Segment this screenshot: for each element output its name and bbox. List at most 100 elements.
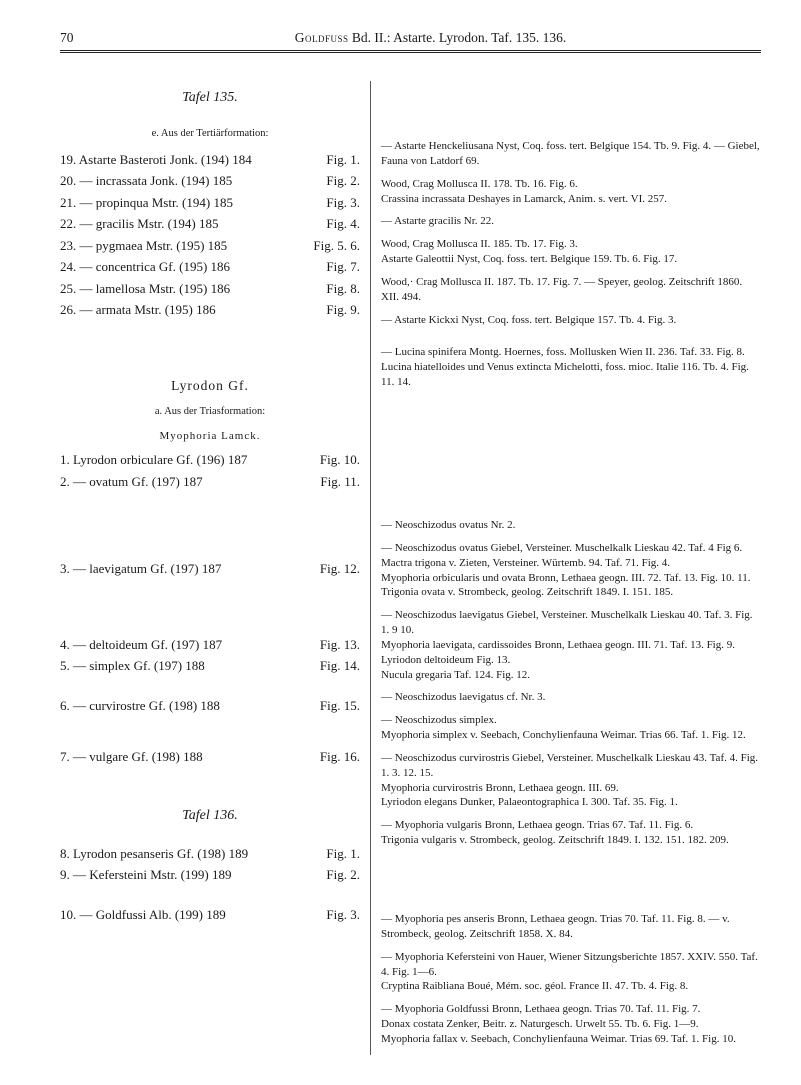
entry-text: — gracilis Mstr. (194) 185 (80, 216, 219, 231)
ref-block: — Neoschizodus ovatus Nr. 2. (381, 518, 761, 533)
entry: 10. — Goldfussi Alb. (199) 189Fig. 3. (60, 905, 360, 925)
entry: 2. — ovatum Gf. (197) 187 Fig. 11. (60, 472, 360, 492)
section-a-head: a. Aus der Triasformation: (60, 404, 360, 420)
entry: 1. Lyrodon orbiculare Gf. (196) 187 Fig. … (60, 450, 360, 470)
entry-num: 26. (60, 302, 76, 317)
entry-text: Lyrodon orbiculare Gf. (196) 187 (73, 452, 247, 467)
entry-num: 24. (60, 259, 76, 274)
entry-text: — armata Mstr. (195) 186 (80, 302, 216, 317)
entry-num: 25. (60, 281, 76, 296)
entry-fig: Fig. 12. (320, 559, 360, 579)
entry-text: — laevigatum Gf. (197) 187 (73, 561, 221, 576)
entry-text: — Kefersteini Mstr. (199) 189 (73, 867, 232, 882)
entry-text: — Goldfussi Alb. (199) 189 (80, 907, 226, 922)
entry-text: — vulgare Gf. (198) 188 (73, 749, 203, 764)
page: 70 Goldfuss Bd. II.: Astarte. Lyrodon. T… (0, 0, 801, 1085)
entry-fig: Fig. 3. (326, 193, 360, 213)
entry-fig: Fig. 5. 6. (313, 236, 360, 256)
entry: 5. — simplex Gf. (197) 188 Fig. 14. (60, 656, 360, 676)
entry-num: 7. (60, 749, 70, 764)
head-subjects: Astarte. Lyrodon. (393, 30, 488, 45)
entry: 7. — vulgare Gf. (198) 188 Fig. 16. (60, 747, 360, 767)
entry-fig: Fig. 2. (326, 865, 360, 885)
entry-num: 22. (60, 216, 76, 231)
entry-num: 3. (60, 561, 70, 576)
ref-block: — Neoschizodus ovatus Giebel, Versteiner… (381, 541, 761, 600)
entry: 24. — concentrica Gf. (195) 186Fig. 7. (60, 257, 360, 277)
entry-num: 23. (60, 238, 76, 253)
entry-num: 4. (60, 637, 70, 652)
head-vol: Bd. II.: (352, 30, 391, 45)
entry: 6. — curvirostre Gf. (198) 188 Fig. 15. (60, 696, 360, 716)
entry-fig: Fig. 14. (320, 656, 360, 676)
entry-fig: Fig. 9. (326, 300, 360, 320)
entry-num: 2. (60, 474, 70, 489)
entry-text: — simplex Gf. (197) 188 (73, 658, 205, 673)
lyrodon-head: Lyrodon Gf. (60, 376, 360, 396)
entry: 3. — laevigatum Gf. (197) 187 Fig. 12. (60, 559, 360, 579)
ref-block: — Myophoria Goldfussi Bronn, Lethaea geo… (381, 1002, 761, 1047)
entry: 19. Astarte Basteroti Jonk. (194) 184 Fig… (60, 150, 360, 170)
ref-block: Wood, Crag Mollusca II. 185. Tb. 17. Fig… (381, 237, 761, 267)
entry-num: 20. (60, 173, 76, 188)
entry: 8. Lyrodon pesanseris Gf. (198) 189Fig. … (60, 844, 360, 864)
entry: 25. — lamellosa Mstr. (195) 186 Fig. 8. (60, 279, 360, 299)
entry: 23. — pygmaea Mstr. (195) 185 Fig. 5. 6. (60, 236, 360, 256)
entry-fig: Fig. 10. (320, 450, 360, 470)
entry-fig: Fig. 13. (320, 635, 360, 655)
entry-fig: Fig. 2. (326, 171, 360, 191)
ref-block: Wood, Crag Mollusca II. 178. Tb. 16. Fig… (381, 177, 761, 207)
entry-fig: Fig. 1. (326, 150, 360, 170)
myophoria-line: Myophoria Lamck. (60, 428, 360, 445)
entry-fig: Fig. 4. (326, 214, 360, 234)
entry-text: — pygmaea Mstr. (195) 185 (80, 238, 228, 253)
entry-fig: Fig. 11. (320, 472, 360, 492)
ref-block: — Astarte Kickxi Nyst, Coq. foss. tert. … (381, 313, 761, 328)
columns: Tafel 135. e. Aus der Tertiärformation: … (60, 81, 761, 1055)
entry-fig: Fig. 3. (326, 905, 360, 925)
tafel-136-head: Tafel 136. (60, 805, 360, 826)
entry-num: 21. (60, 195, 76, 210)
entry-text: — incrassata Jonk. (194) 185 (80, 173, 233, 188)
entry-fig: Fig. 16. (320, 747, 360, 767)
ref-block: — Astarte Henckeliusana Nyst, Coq. foss.… (381, 139, 761, 169)
left-column: Tafel 135. e. Aus der Tertiärformation: … (60, 81, 370, 1055)
section-e-head: e. Aus der Tertiärformation: (60, 126, 360, 142)
entry-fig: Fig. 8. (326, 279, 360, 299)
entry: 20. — incrassata Jonk. (194) 185 Fig. 2. (60, 171, 360, 191)
entry: 26. — armata Mstr. (195) 186 Fig. 9. (60, 300, 360, 320)
entry-text: — concentrica Gf. (195) 186 (80, 259, 231, 274)
entry-text: — propinqua Mstr. (194) 185 (80, 195, 233, 210)
ref-block: — Neoschizodus simplex. Myophoria simple… (381, 713, 761, 743)
entry-fig: Fig. 1. (326, 844, 360, 864)
entry-text: — lamellosa Mstr. (195) 186 (80, 281, 231, 296)
ref-block: — Myophoria pes anseris Bronn, Lethaea g… (381, 912, 761, 942)
tafel-135-head: Tafel 135. (60, 87, 360, 108)
head-plates: Taf. 135. 136. (491, 30, 566, 45)
page-number: 70 (60, 30, 100, 46)
entry: 21. — propinqua Mstr. (194) 185 Fig. 3. (60, 193, 360, 213)
ref-block: — Myophoria Kefersteini von Hauer, Wiene… (381, 950, 761, 995)
entry-num: 9. (60, 867, 70, 882)
entry-num: 6. (60, 698, 70, 713)
ref-block: — Neoschizodus laevigatus Giebel, Verste… (381, 608, 761, 682)
entry-text: — curvirostre Gf. (198) 188 (73, 698, 220, 713)
entry: 9. — Kefersteini Mstr. (199) 189 Fig. 2. (60, 865, 360, 885)
entry: 22. — gracilis Mstr. (194) 185 Fig. 4. (60, 214, 360, 234)
head-author: Goldfuss (295, 30, 349, 45)
entry-text: — deltoideum Gf. (197) 187 (73, 637, 222, 652)
ref-block: — Lucina spinifera Montg. Hoernes, foss.… (381, 345, 761, 390)
right-column: — Astarte Henckeliusana Nyst, Coq. foss.… (370, 81, 761, 1055)
entry-text: — ovatum Gf. (197) 187 (73, 474, 203, 489)
ref-block: — Neoschizodus laevigatus cf. Nr. 3. (381, 690, 761, 705)
entry-num: 8. (60, 846, 70, 861)
entry-text: Astarte Basteroti Jonk. (194) 184 (79, 152, 252, 167)
entry-num: 5. (60, 658, 70, 673)
ref-block: — Neoschizodus curvirostris Giebel, Vers… (381, 751, 761, 810)
entry-num: 1. (60, 452, 70, 467)
entry: 4. — deltoideum Gf. (197) 187 Fig. 13. (60, 635, 360, 655)
entry-num: 19. (60, 152, 76, 167)
entry-fig: Fig. 15. (320, 696, 360, 716)
ref-block: Wood,· Crag Mollusca II. 187. Tb. 17. Fi… (381, 275, 761, 305)
head-title: Goldfuss Bd. II.: Astarte. Lyrodon. Taf.… (100, 30, 761, 46)
